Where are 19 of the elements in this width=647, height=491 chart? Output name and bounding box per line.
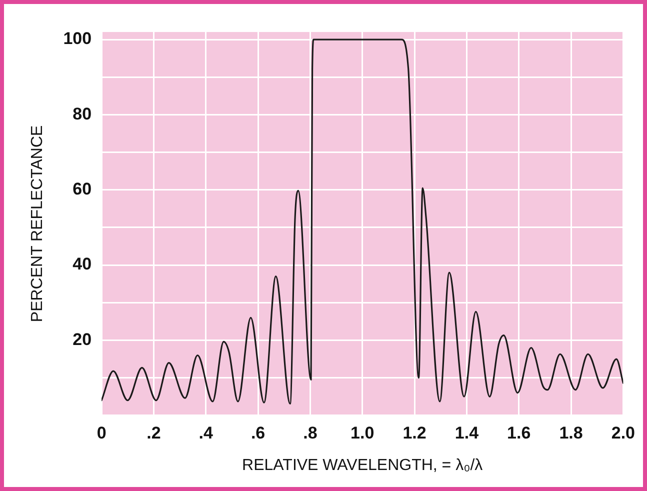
x-tick-label: .6 <box>250 423 266 442</box>
y-tick-label: 60 <box>72 180 92 199</box>
y-tick-label: 20 <box>72 330 92 349</box>
y-tick-label: 80 <box>72 104 92 124</box>
x-tick-label: 1.2 <box>402 423 426 442</box>
x-tick-label: 1.0 <box>350 423 374 442</box>
x-tick-label: 1.6 <box>507 423 531 442</box>
x-tick-label: 1.4 <box>454 423 480 442</box>
x-tick-label: .8 <box>303 423 318 442</box>
line-series <box>102 38 624 405</box>
x-tick-label: 2.0 <box>611 423 636 442</box>
y-axis-title: PERCENT REFLECTANCE <box>29 125 46 322</box>
x-tick-label: 1.8 <box>559 423 583 442</box>
x-axis-title: RELATIVE WAVELENGTH, = λ₀/λ <box>242 456 483 474</box>
x-tick-label: .4 <box>198 423 214 442</box>
y-tick-label: 40 <box>72 254 92 274</box>
x-tick-label: 0 <box>96 423 106 442</box>
x-tick-label: .2 <box>146 423 161 442</box>
y-tick-label: 100 <box>63 29 92 48</box>
